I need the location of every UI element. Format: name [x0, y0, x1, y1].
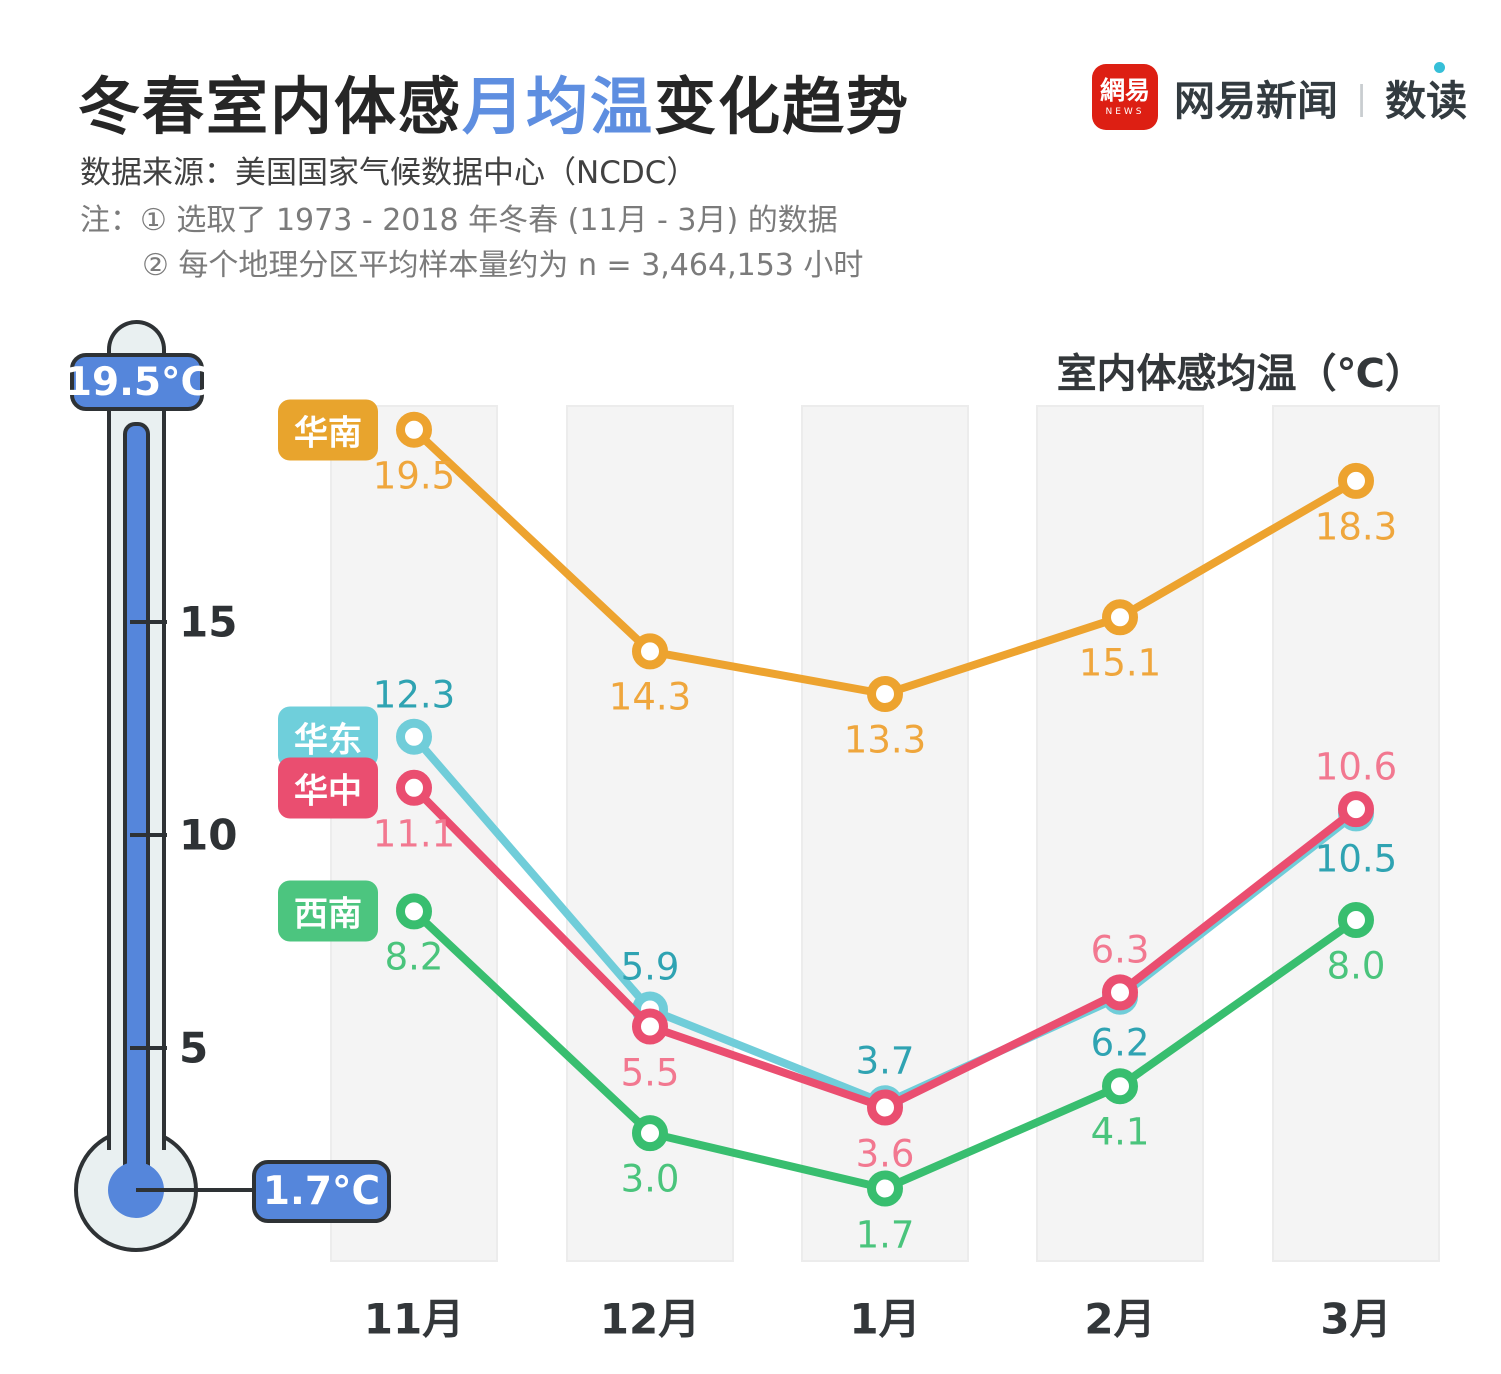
- value-label-central-china-2: 3.6: [855, 1132, 915, 1176]
- netease-news-wordmark: 网易新闻: [1174, 77, 1338, 125]
- title-highlight: 月均温: [462, 70, 655, 143]
- min-value-connector-line: [136, 1188, 252, 1192]
- month-band-1: [566, 405, 734, 1262]
- x-axis-label-3: 2月: [1084, 1294, 1156, 1344]
- footnotes: 注：① 选取了 1973 - 2018 年冬春 (11月 - 3月) 的数据 ②…: [80, 198, 863, 288]
- thermometer-tick-1: [130, 832, 167, 837]
- title-part-1: 冬春室内体感: [78, 70, 463, 143]
- value-label-central-china-1: 5.5: [620, 1051, 680, 1095]
- min-temperature-badge: 1.7°C: [252, 1160, 391, 1223]
- x-axis-label-4: 3月: [1320, 1294, 1392, 1344]
- thermometer-liquid-column: [123, 422, 150, 1190]
- netease-icon-news-text: NEWS: [1105, 106, 1145, 117]
- value-label-east-china-1: 5.9: [620, 945, 680, 989]
- value-label-south-china-4: 18.3: [1314, 505, 1398, 549]
- netease-logo: 網易 NEWS 网易新闻 | 数读: [1092, 62, 1468, 130]
- value-label-southwest-2: 1.7: [855, 1213, 915, 1257]
- value-label-central-china-3: 6.3: [1090, 928, 1150, 972]
- thermometer-tick-label-1: 10: [179, 810, 238, 860]
- netease-icon-text: 網易: [1099, 75, 1150, 105]
- legend-badge-southwest: 西南: [278, 880, 378, 942]
- value-label-east-china-0: 12.3: [372, 673, 456, 717]
- value-label-southwest-4: 8.0: [1326, 944, 1386, 988]
- legend-badge-east-china: 华东: [278, 706, 378, 768]
- thermometer-tick-0: [130, 619, 167, 624]
- value-label-east-china-3: 6.2: [1090, 1021, 1150, 1065]
- thermometer-tick-2: [130, 1045, 167, 1050]
- value-label-east-china-4: 10.5: [1314, 837, 1398, 881]
- value-label-south-china-3: 15.1: [1078, 641, 1162, 685]
- value-label-southwest-3: 4.1: [1090, 1110, 1150, 1154]
- value-label-south-china-2: 13.3: [843, 718, 927, 762]
- x-axis-label-0: 11月: [363, 1294, 465, 1344]
- legend-badge-central-china: 华中: [278, 757, 378, 819]
- thermometer-tick-label-0: 15: [179, 597, 238, 647]
- legend-badge-south-china: 华南: [278, 399, 378, 461]
- shudu-text: 数读: [1385, 77, 1468, 125]
- max-temperature-badge: 19.5°C: [65, 353, 209, 411]
- x-axis-label-2: 1月: [849, 1294, 921, 1344]
- shudu-wordmark: 数读: [1385, 62, 1468, 127]
- y-axis-title: 室内体感均温（℃）: [1056, 351, 1425, 397]
- value-label-east-china-2: 3.7: [855, 1039, 915, 1083]
- page-title: 冬春室内体感月均温变化趋势: [78, 56, 910, 146]
- x-axis-label-1: 12月: [599, 1294, 701, 1344]
- value-label-south-china-0: 19.5: [372, 454, 456, 498]
- thermometer-tick-label-2: 5: [179, 1023, 209, 1073]
- shudu-dot-icon: [1434, 62, 1446, 73]
- value-label-southwest-1: 3.0: [620, 1157, 680, 1201]
- value-label-central-china-4: 10.6: [1314, 745, 1398, 789]
- data-source-line: 数据来源：美国国家气候数据中心（NCDC）: [80, 155, 698, 191]
- footnote-1: 注：① 选取了 1973 - 2018 年冬春 (11月 - 3月) 的数据: [80, 203, 838, 238]
- value-label-central-china-0: 11.1: [372, 812, 456, 856]
- netease-app-icon: 網易 NEWS: [1092, 64, 1158, 130]
- title-part-2: 变化趋势: [654, 70, 911, 143]
- value-label-south-china-1: 14.3: [608, 675, 692, 719]
- value-label-southwest-0: 8.2: [384, 935, 444, 979]
- logo-divider: |: [1356, 77, 1368, 117]
- footnote-2: ② 每个地理分区平均样本量约为 n = 3,464,153 小时: [142, 248, 864, 283]
